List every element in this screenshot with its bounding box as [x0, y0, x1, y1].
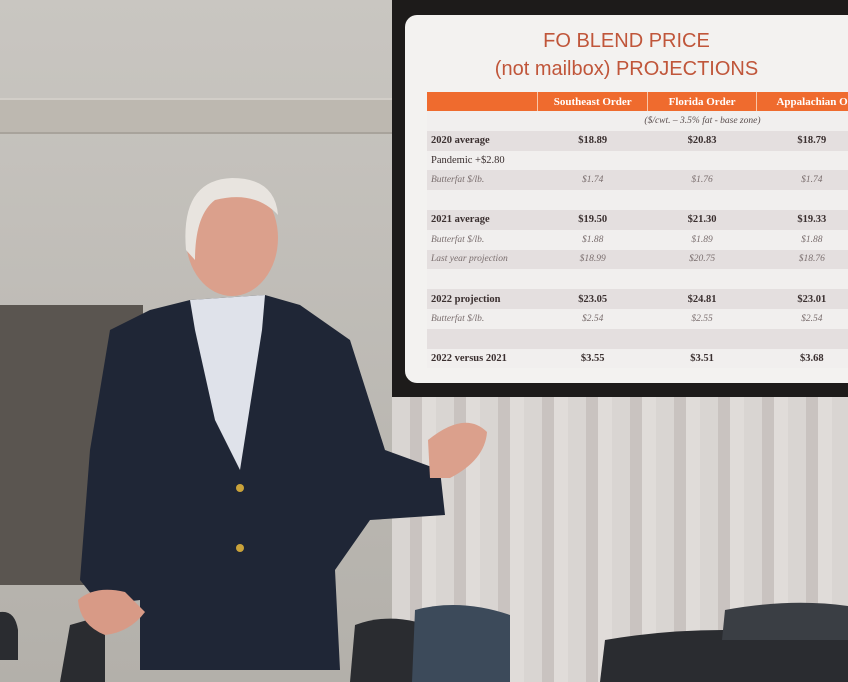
- row-value: $24.81: [647, 289, 757, 309]
- slide-title-line2: (not mailbox) PROJECTIONS: [494, 58, 759, 80]
- speaker: [78, 178, 487, 670]
- row-value: [537, 328, 648, 349]
- table-row: [427, 190, 848, 210]
- row-value: $1.88: [756, 229, 848, 250]
- row-value: $1.88: [537, 229, 648, 250]
- row-value: $3.55: [537, 348, 648, 369]
- row-label: Last year projection: [427, 249, 538, 270]
- row-label: Pandemic +$2.80: [427, 150, 538, 171]
- table-row: 2022 versus 2021 $3.55 $3.51 $3.68: [427, 348, 848, 369]
- row-label: Butterfat $/lb.: [427, 308, 538, 329]
- column-header: Appalachian O: [756, 92, 848, 111]
- column-header: Florida Order: [647, 92, 757, 111]
- column-header: Southeast Order: [537, 92, 648, 111]
- row-value: $2.55: [647, 308, 757, 329]
- row-value: $21.30: [647, 209, 757, 230]
- row-value: [647, 150, 757, 171]
- table-row: 2020 average $18.89 $20.83 $18.79: [427, 130, 848, 151]
- table-row: 2021 average $19.50 $21.30 $19.33: [427, 209, 848, 230]
- table-row: Butterfat $/lb. $1.74 $1.76 $1.74: [427, 170, 848, 191]
- row-value: [756, 150, 848, 171]
- row-label: Butterfat $/lb.: [427, 170, 538, 191]
- units-note: ($/cwt. – 3.5% fat - base zone): [537, 111, 848, 131]
- row-value: $1.89: [647, 229, 757, 250]
- row-value: [647, 190, 757, 210]
- row-value: [537, 190, 648, 210]
- table-row: Butterfat $/lb. $2.54 $2.55 $2.54: [427, 308, 848, 329]
- row-value: $18.76: [756, 249, 848, 270]
- row-label: [427, 328, 538, 349]
- row-value: $19.33: [756, 209, 848, 230]
- table-row: Last year projection $18.99 $20.75 $18.76: [427, 249, 848, 270]
- row-value: $1.74: [537, 170, 648, 191]
- row-value: $2.54: [756, 308, 848, 329]
- row-label: 2021 average: [427, 209, 538, 230]
- row-label: 2022 projection: [427, 289, 538, 309]
- row-label: 2022 versus 2021: [427, 348, 538, 369]
- row-value: $3.68: [756, 348, 848, 369]
- table-row: Butterfat $/lb. $1.88 $1.89 $1.88: [427, 229, 848, 250]
- row-value: $18.99: [537, 249, 648, 270]
- row-value: [647, 269, 757, 290]
- row-value: $19.50: [537, 209, 648, 230]
- row-value: [537, 150, 648, 171]
- row-value: $20.83: [647, 130, 757, 151]
- table-row: [427, 328, 848, 349]
- table-row: 2022 projection $23.05 $24.81 $23.01: [427, 289, 848, 309]
- row-label: 2020 average: [427, 130, 538, 151]
- units-label-cell: [427, 111, 538, 131]
- row-value: $23.05: [537, 289, 648, 309]
- row-label: [427, 269, 538, 290]
- row-value: [756, 328, 848, 349]
- row-value: $18.79: [756, 130, 848, 151]
- row-value: $23.01: [756, 289, 848, 309]
- slide-title-line1: FO BLEND PRICE: [543, 30, 710, 52]
- row-label: [427, 190, 538, 210]
- row-value: $3.51: [647, 348, 757, 369]
- row-value: $2.54: [537, 308, 648, 329]
- price-table: Southeast Order Florida Order Appalachian …: [427, 92, 848, 369]
- row-value: [756, 190, 848, 210]
- row-value: [647, 328, 757, 349]
- row-value: $18.89: [537, 130, 648, 151]
- row-value: [756, 269, 848, 290]
- table-row: Pandemic +$2.80: [427, 150, 848, 171]
- table-row: [427, 269, 848, 290]
- wall-molding: [0, 98, 392, 134]
- row-value: $20.75: [647, 249, 757, 270]
- row-value: $1.76: [647, 170, 757, 191]
- chairs: [0, 602, 848, 682]
- column-header: [427, 92, 538, 111]
- row-value: [537, 269, 648, 290]
- row-label: Butterfat $/lb.: [427, 229, 538, 250]
- row-value: $1.74: [756, 170, 848, 191]
